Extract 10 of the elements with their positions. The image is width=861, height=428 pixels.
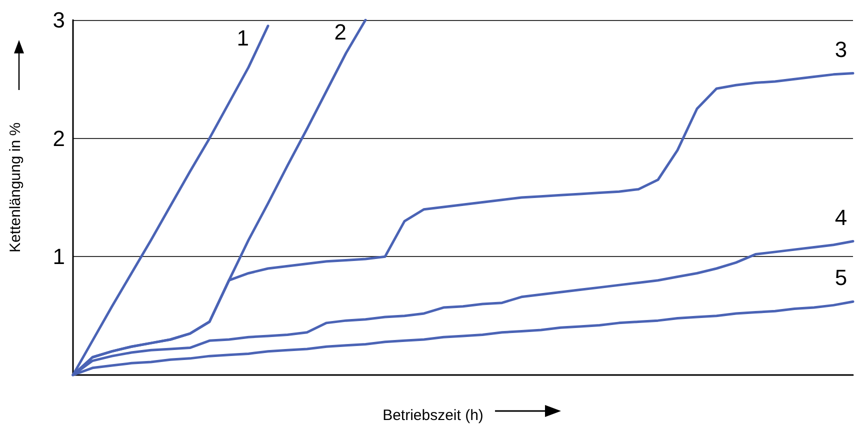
y-tick-label: 3 (52, 8, 65, 32)
series-label: 1 (236, 25, 249, 50)
series-label: 3 (834, 36, 848, 62)
x-axis-title: Betriebszeit (h) (382, 407, 484, 424)
series-label: 4 (834, 204, 848, 230)
y-tick-label: 1 (52, 244, 65, 270)
series-label: 2 (334, 20, 346, 44)
series-label: 5 (834, 265, 848, 290)
y-tick-label: 2 (52, 126, 65, 151)
y-axis-title: Kettenlängung in % (7, 122, 24, 253)
